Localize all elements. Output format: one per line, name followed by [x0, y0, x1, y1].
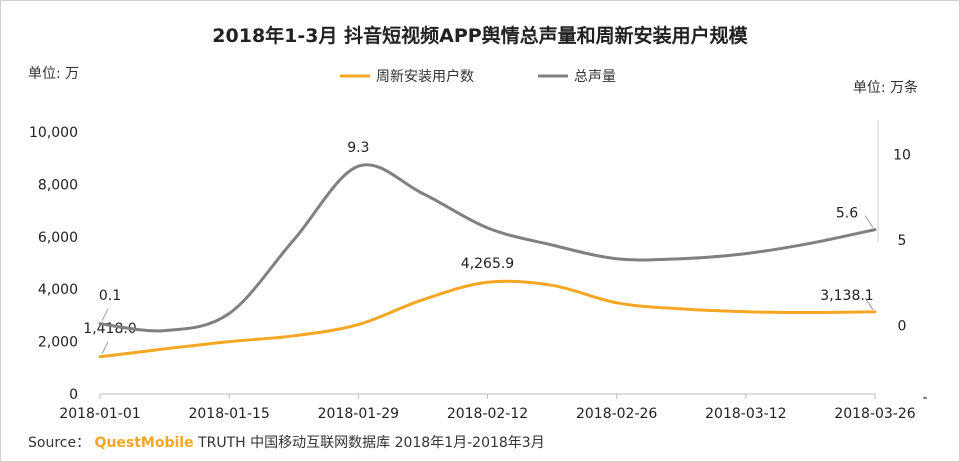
right-tick-label: 10 [893, 147, 911, 163]
label-leader-end-1 [864, 215, 874, 228]
right-axis-unit: 单位: 万条 [853, 79, 918, 96]
chart-title: 2018年1-3月 抖音短视频APP舆情总声量和周新安装用户规模 [212, 24, 748, 47]
series-line-0 [98, 279, 877, 359]
x-tick-label: 2018-01-01 [59, 406, 140, 422]
source-text: TRUTH 中国移动互联网数据库 2018年1月-2018年3月 [198, 435, 545, 451]
label-leader-1 [101, 308, 109, 322]
source-brand: QuestMobile [94, 435, 194, 451]
data-label-0-12: 3,138.1 [820, 288, 873, 304]
right-tick-trailing: - [922, 390, 927, 406]
right-tick-label: 0 [898, 319, 907, 335]
x-tick-label: 2018-01-29 [318, 406, 399, 422]
data-label-1-12: 5.6 [836, 206, 858, 222]
left-axis-unit: 单位: 万 [28, 66, 79, 82]
x-tick-label: 2018-03-12 [705, 406, 786, 422]
right-tick-label: 5 [898, 233, 907, 249]
data-label-1-0: 0.1 [99, 288, 121, 304]
x-tick-label: 2018-01-15 [188, 406, 269, 422]
legend-label-0: 周新安装用户数 [376, 68, 474, 85]
label-leader-0 [101, 341, 109, 355]
legend-label-1: 总声量 [574, 69, 616, 85]
x-tick-label: 2018-02-26 [576, 406, 657, 422]
series-line-1 [98, 163, 877, 333]
data-label-1-4: 9.3 [347, 140, 369, 156]
left-tick-label: 4,000 [38, 282, 78, 298]
left-tick-label: 8,000 [38, 177, 78, 193]
left-tick-label: 0 [69, 387, 78, 403]
data-label-0-6: 4,265.9 [461, 256, 514, 272]
x-tick-label: 2018-02-12 [447, 406, 528, 422]
data-label-0-0: 1,418.0 [83, 321, 136, 337]
label-leader-end-0 [864, 297, 874, 311]
source-note: Source： QuestMobile TRUTH 中国移动互联网数据库 201… [28, 432, 545, 452]
left-tick-label: 2,000 [38, 335, 78, 351]
x-tick-label: 2018-03-26 [834, 406, 915, 422]
source-prefix: Source： [28, 435, 91, 451]
left-tick-label: 10,000 [29, 125, 78, 141]
left-tick-label: 6,000 [38, 230, 78, 246]
